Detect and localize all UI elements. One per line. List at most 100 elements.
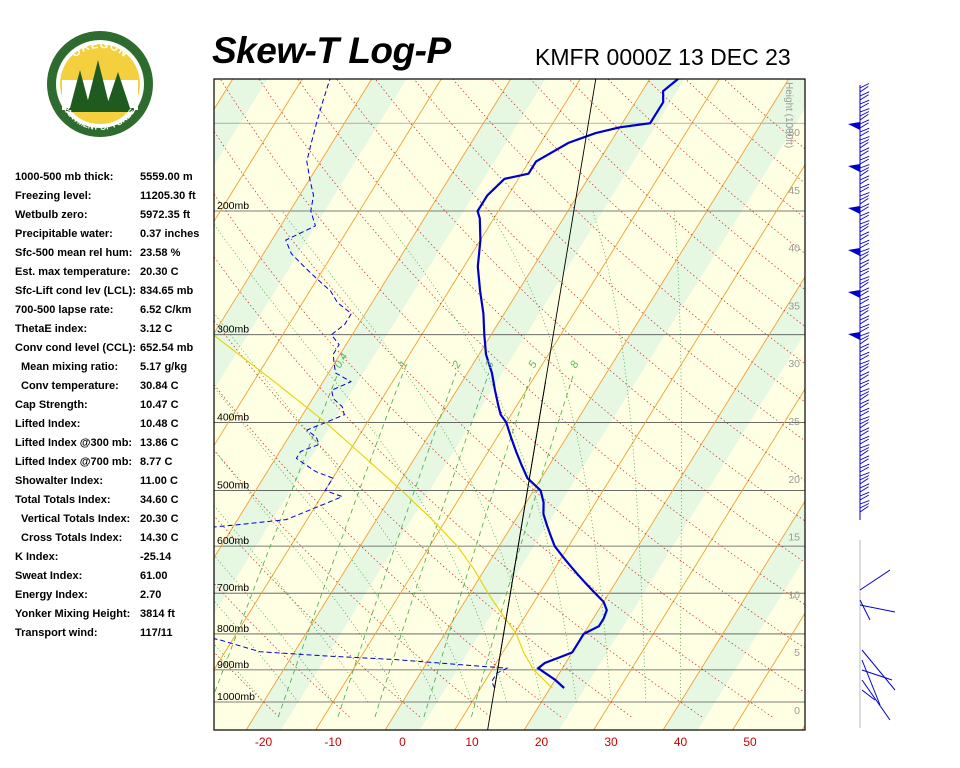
wind-barb bbox=[859, 407, 870, 413]
index-label: Wetbulb zero: bbox=[15, 209, 88, 221]
index-row: Yonker Mixing Height: 3814 ft bbox=[15, 605, 215, 624]
wind-barb bbox=[859, 270, 869, 277]
dry-adiabat bbox=[214, 449, 491, 718]
isotherm-line bbox=[454, 164, 805, 730]
dry-adiabat bbox=[258, 79, 805, 606]
isotherm-line bbox=[214, 79, 581, 671]
chart-title: Skew-T Log-P bbox=[212, 30, 451, 71]
index-row: Sweat Index: 61.00 bbox=[15, 567, 215, 586]
wind-barb bbox=[859, 186, 869, 193]
dry-adiabat bbox=[214, 515, 421, 718]
wind-barb bbox=[859, 458, 869, 465]
wind-barb bbox=[859, 195, 870, 201]
dry-adiabat bbox=[0, 0, 209, 717]
index-row: Sfc-500 mean rel hum: 23.58 % bbox=[15, 244, 215, 263]
wind-barb bbox=[859, 234, 869, 241]
wind-barb bbox=[859, 178, 869, 185]
wind-barb bbox=[859, 206, 869, 213]
wind-barb bbox=[859, 304, 870, 309]
isotherm-line bbox=[214, 79, 303, 223]
wind-barb bbox=[861, 659, 881, 706]
wind-pennant bbox=[848, 248, 860, 256]
index-row: Cap Strength: 10.47 C bbox=[15, 396, 215, 415]
index-value: 61.00 bbox=[140, 570, 168, 582]
isotherm-line bbox=[214, 79, 373, 335]
isotherm-line bbox=[315, 79, 720, 730]
index-label: Est. max temperature: bbox=[15, 266, 131, 278]
index-value: 30.84 C bbox=[140, 380, 179, 392]
wind-barb bbox=[859, 360, 870, 365]
index-row: K Index: -25.14 bbox=[15, 548, 215, 567]
wind-barb bbox=[859, 114, 869, 121]
wind-barb bbox=[859, 122, 869, 129]
wind-barb bbox=[859, 422, 869, 429]
isotherm-line bbox=[0, 79, 94, 730]
wind-barb bbox=[859, 226, 869, 233]
wind-barb bbox=[859, 366, 869, 373]
temperature-tick-label: 20 bbox=[535, 735, 549, 749]
wind-barb bbox=[859, 491, 870, 497]
wind-barb bbox=[859, 211, 870, 217]
dry-adiabat bbox=[374, 79, 805, 481]
wind-barb bbox=[859, 323, 870, 329]
index-row: 700-500 lapse rate: 6.52 C/km bbox=[15, 301, 215, 320]
wind-barb bbox=[859, 223, 870, 229]
wind-barb bbox=[859, 155, 870, 161]
index-label: Cross Totals Index: bbox=[21, 532, 123, 544]
temperature-tick-label: 50 bbox=[743, 735, 757, 749]
wind-barb bbox=[859, 335, 870, 341]
height-tick-label: 10 bbox=[788, 589, 800, 601]
isotherm-band bbox=[214, 79, 546, 614]
wind-barb bbox=[861, 669, 893, 681]
wind-barb bbox=[859, 91, 870, 97]
wind-barb bbox=[859, 307, 870, 313]
index-row: Est. max temperature: 20.30 C bbox=[15, 263, 215, 282]
index-value: 652.54 mb bbox=[140, 342, 194, 354]
wind-barb bbox=[859, 315, 870, 321]
wind-barb bbox=[859, 506, 869, 513]
isotherm-line bbox=[593, 388, 805, 730]
index-label: Sweat Index: bbox=[15, 570, 83, 582]
index-value: 14.30 C bbox=[140, 532, 179, 544]
wind-barb bbox=[859, 136, 870, 141]
wind-barb bbox=[859, 379, 870, 385]
pressure-label: 500mb bbox=[217, 480, 249, 492]
isotherm-band bbox=[214, 79, 407, 390]
index-value: 8.77 C bbox=[140, 456, 173, 468]
wind-barb bbox=[859, 604, 896, 613]
wind-barb bbox=[859, 599, 871, 621]
wind-barb bbox=[859, 394, 869, 401]
wind-barb bbox=[859, 310, 869, 317]
wind-barb bbox=[859, 248, 870, 253]
wind-barb bbox=[859, 150, 869, 157]
index-value: 5972.35 ft bbox=[140, 209, 191, 221]
wind-barb bbox=[859, 351, 870, 357]
wind-barb bbox=[859, 444, 870, 449]
index-row: Lifted Index @300 mb: 13.86 C bbox=[15, 434, 215, 453]
wind-barb bbox=[859, 318, 869, 325]
isotherm-line bbox=[801, 724, 805, 730]
index-label: Lifted Index @700 mb: bbox=[15, 456, 133, 468]
wind-barb bbox=[859, 99, 870, 105]
wind-pennant bbox=[848, 164, 860, 172]
dry-adiabat bbox=[297, 79, 805, 563]
series-line-parcel bbox=[214, 334, 553, 689]
height-tick-label: 5 bbox=[794, 647, 800, 659]
wind-barb bbox=[859, 203, 870, 209]
wind-barb bbox=[859, 239, 870, 245]
index-value: 5.17 g/kg bbox=[140, 361, 188, 373]
wind-barb bbox=[859, 251, 870, 257]
pressure-label: 1000mb bbox=[217, 691, 255, 703]
index-value: 2.70 bbox=[140, 589, 162, 601]
index-row: Mean mixing ratio: 5.17 g/kg bbox=[15, 358, 215, 377]
temperature-tick-label: -10 bbox=[324, 735, 342, 749]
wind-barb bbox=[859, 430, 869, 437]
index-value: 10.47 C bbox=[140, 399, 179, 411]
mixing-ratio-line bbox=[471, 372, 575, 718]
series-line-dewpoint bbox=[214, 79, 509, 689]
height-tick-label: 15 bbox=[788, 532, 800, 544]
wind-barb bbox=[859, 102, 869, 109]
index-value: 10.48 C bbox=[140, 418, 179, 430]
dry-adiabat bbox=[214, 193, 773, 718]
